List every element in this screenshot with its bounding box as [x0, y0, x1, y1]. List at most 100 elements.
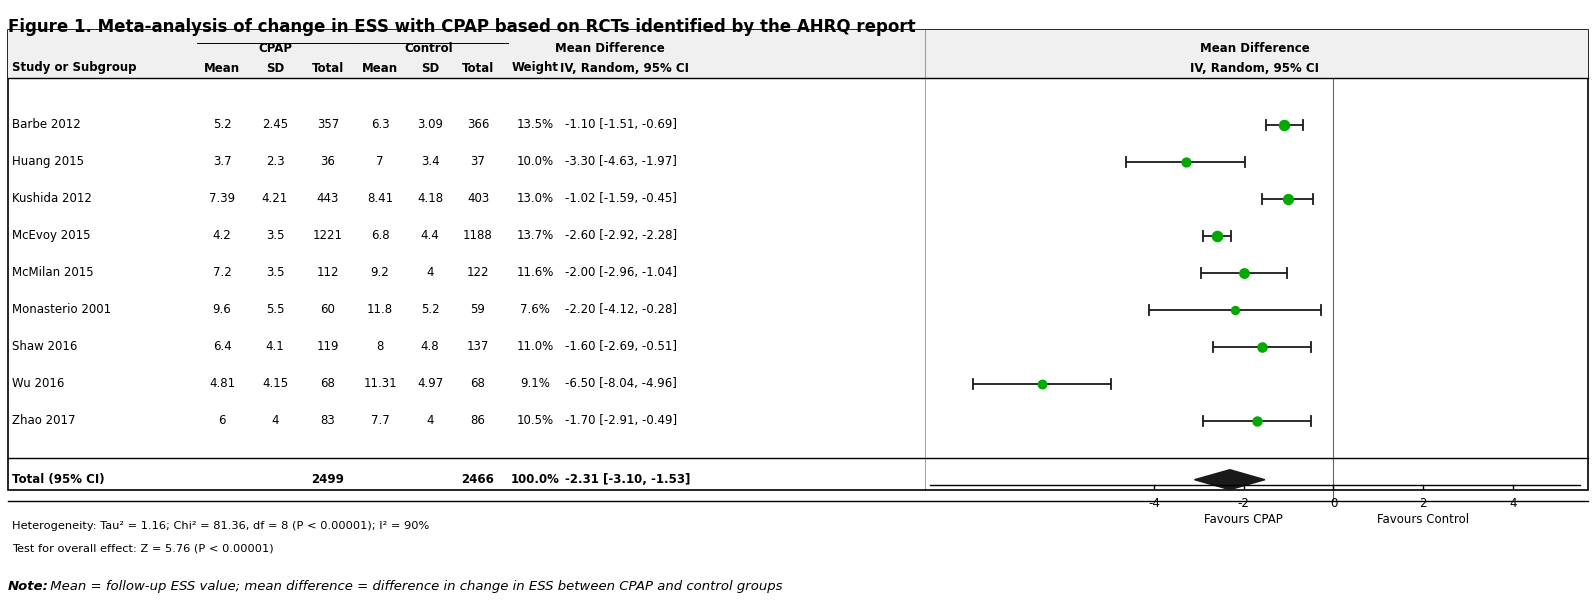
Text: 9.2: 9.2 — [370, 266, 389, 279]
Text: 5.5: 5.5 — [267, 303, 284, 316]
Text: 4.97: 4.97 — [417, 377, 444, 390]
Text: Mean Difference: Mean Difference — [555, 42, 666, 55]
Text: -2: -2 — [1238, 497, 1250, 510]
Text: CPAP: CPAP — [259, 42, 292, 55]
Text: 2.45: 2.45 — [262, 118, 287, 131]
Text: 86: 86 — [471, 414, 485, 427]
Text: 1221: 1221 — [313, 229, 343, 242]
Text: SD: SD — [421, 61, 439, 75]
Text: 3.7: 3.7 — [212, 155, 231, 168]
Text: -1.10 [-1.51, -0.69]: -1.10 [-1.51, -0.69] — [565, 118, 677, 131]
Point — [1173, 156, 1199, 166]
Text: Mean Difference: Mean Difference — [1200, 42, 1310, 55]
Bar — [8, 30, 1588, 490]
Text: 6.3: 6.3 — [370, 118, 389, 131]
Text: 4.2: 4.2 — [212, 229, 231, 242]
Text: 4.81: 4.81 — [209, 377, 235, 390]
Text: Mean: Mean — [204, 61, 239, 75]
Text: Mean = follow-up ESS value; mean difference = difference in change in ESS betwee: Mean = follow-up ESS value; mean differe… — [46, 580, 782, 593]
Text: 3.5: 3.5 — [267, 229, 284, 242]
Text: Favours Control: Favours Control — [1377, 513, 1470, 526]
Text: 9.6: 9.6 — [212, 303, 231, 316]
Text: Total: Total — [461, 61, 495, 75]
Text: 4: 4 — [426, 266, 434, 279]
Point — [1275, 194, 1301, 204]
Text: 13.5%: 13.5% — [517, 118, 554, 131]
Text: McEvoy 2015: McEvoy 2015 — [13, 229, 91, 242]
Text: IV, Random, 95% CI: IV, Random, 95% CI — [560, 61, 689, 75]
Text: -2.00 [-2.96, -1.04]: -2.00 [-2.96, -1.04] — [565, 266, 677, 279]
Text: 357: 357 — [318, 118, 338, 131]
Text: Wu 2016: Wu 2016 — [13, 377, 64, 390]
Text: 100.0%: 100.0% — [511, 473, 560, 486]
Text: 122: 122 — [466, 266, 490, 279]
Text: 68: 68 — [321, 377, 335, 390]
Text: -4: -4 — [1148, 497, 1160, 510]
Text: Shaw 2016: Shaw 2016 — [13, 340, 77, 353]
Text: IV, Random, 95% CI: IV, Random, 95% CI — [1191, 61, 1320, 75]
Text: 4: 4 — [271, 414, 279, 427]
Text: 443: 443 — [318, 192, 340, 205]
Text: Control: Control — [405, 42, 453, 55]
Text: 68: 68 — [471, 377, 485, 390]
Text: 10.5%: 10.5% — [517, 414, 554, 427]
Text: -6.50 [-8.04, -4.96]: -6.50 [-8.04, -4.96] — [565, 377, 677, 390]
Text: Weight: Weight — [511, 61, 559, 75]
Text: 36: 36 — [321, 155, 335, 168]
Text: 112: 112 — [316, 266, 340, 279]
Text: 9.1%: 9.1% — [520, 377, 551, 390]
Bar — [8, 30, 1588, 78]
Text: 4.18: 4.18 — [417, 192, 444, 205]
Text: 8: 8 — [377, 340, 383, 353]
Text: 5.2: 5.2 — [421, 303, 439, 316]
Text: 4.1: 4.1 — [265, 340, 284, 353]
Polygon shape — [1194, 470, 1266, 490]
Text: SD: SD — [267, 61, 284, 75]
Text: 83: 83 — [321, 414, 335, 427]
Text: 137: 137 — [466, 340, 490, 353]
Text: 11.8: 11.8 — [367, 303, 393, 316]
Text: Total: Total — [311, 61, 345, 75]
Point — [1250, 341, 1275, 351]
Text: 7.39: 7.39 — [209, 192, 235, 205]
Text: 7.2: 7.2 — [212, 266, 231, 279]
Text: -1.02 [-1.59, -0.45]: -1.02 [-1.59, -0.45] — [565, 192, 677, 205]
Text: 3.5: 3.5 — [267, 266, 284, 279]
Text: 3.09: 3.09 — [417, 118, 444, 131]
Text: 0: 0 — [1329, 497, 1337, 510]
Text: 4.21: 4.21 — [262, 192, 289, 205]
Text: Mean: Mean — [362, 61, 397, 75]
Text: 11.31: 11.31 — [364, 377, 397, 390]
Text: Study or Subgroup: Study or Subgroup — [13, 61, 137, 75]
Text: -2.20 [-4.12, -0.28]: -2.20 [-4.12, -0.28] — [565, 303, 677, 316]
Text: 37: 37 — [471, 155, 485, 168]
Text: 8.41: 8.41 — [367, 192, 393, 205]
Text: 366: 366 — [466, 118, 490, 131]
Text: 5.2: 5.2 — [212, 118, 231, 131]
Text: -1.60 [-2.69, -0.51]: -1.60 [-2.69, -0.51] — [565, 340, 677, 353]
Text: -1.70 [-2.91, -0.49]: -1.70 [-2.91, -0.49] — [565, 414, 677, 427]
Text: Monasterio 2001: Monasterio 2001 — [13, 303, 112, 316]
Text: 11.0%: 11.0% — [517, 340, 554, 353]
Text: 2: 2 — [1419, 497, 1427, 510]
Text: 59: 59 — [471, 303, 485, 316]
Text: 3.4: 3.4 — [421, 155, 439, 168]
Text: 7: 7 — [377, 155, 383, 168]
Text: -2.60 [-2.92, -2.28]: -2.60 [-2.92, -2.28] — [565, 229, 677, 242]
Text: Heterogeneity: Tau² = 1.16; Chi² = 81.36, df = 8 (P < 0.00001); I² = 90%: Heterogeneity: Tau² = 1.16; Chi² = 81.36… — [13, 521, 429, 531]
Text: Kushida 2012: Kushida 2012 — [13, 192, 93, 205]
Text: 119: 119 — [316, 340, 340, 353]
Text: 2499: 2499 — [311, 473, 345, 486]
Text: McMilan 2015: McMilan 2015 — [13, 266, 94, 279]
Text: 13.7%: 13.7% — [517, 229, 554, 242]
Text: 7.6%: 7.6% — [520, 303, 551, 316]
Text: 6: 6 — [219, 414, 225, 427]
Text: 60: 60 — [321, 303, 335, 316]
Text: Huang 2015: Huang 2015 — [13, 155, 85, 168]
Text: 6.4: 6.4 — [212, 340, 231, 353]
Text: 6.8: 6.8 — [370, 229, 389, 242]
Text: Zhao 2017: Zhao 2017 — [13, 414, 75, 427]
Point — [1231, 268, 1256, 278]
Text: Total (95% CI): Total (95% CI) — [13, 473, 105, 486]
Text: 4.15: 4.15 — [262, 377, 287, 390]
